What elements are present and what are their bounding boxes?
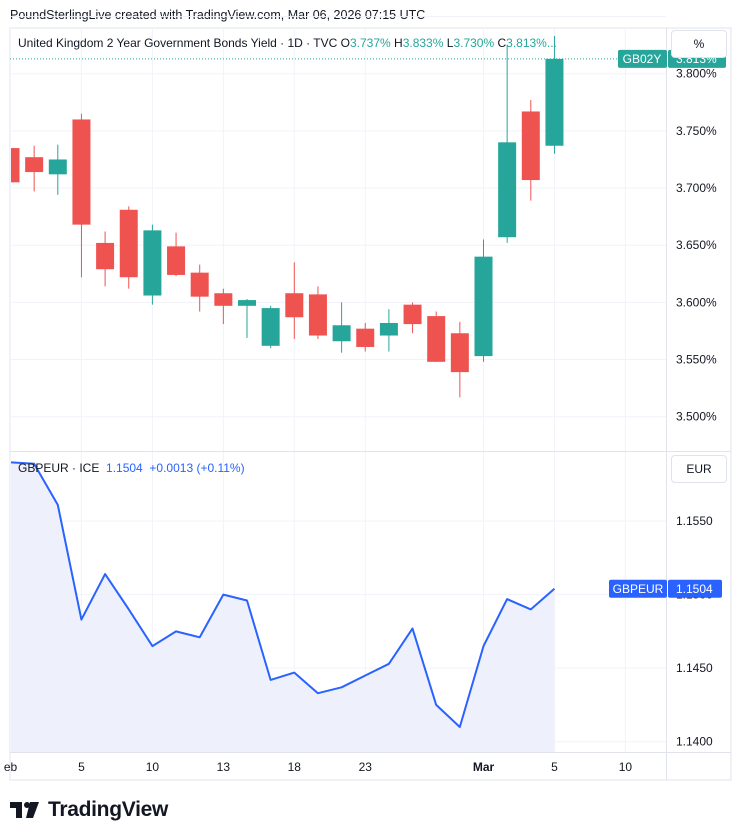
bond-low-label: L (446, 36, 454, 50)
tradingview-logo[interactable]: TradingView (10, 798, 168, 822)
gbpeur-unit-button[interactable]: EUR (671, 455, 727, 483)
candles-group (11, 36, 564, 398)
candle-body (332, 325, 351, 342)
gbpeur-legend-symbol: GBPEUR · ICE (18, 461, 100, 475)
chart-credit-header: PoundSterlingLive created with TradingVi… (10, 8, 426, 22)
bond-last-symbol-badge (618, 49, 667, 68)
candle-body (25, 157, 44, 173)
candle-body (190, 272, 209, 297)
candle-body (356, 328, 375, 347)
y-tick-label-gbpeur: 1.1400 (676, 735, 713, 749)
candle-body (450, 333, 469, 373)
bond-open-label: O (340, 36, 350, 50)
y-tick-label-bond: 3.600% (676, 295, 717, 309)
candle-body (545, 58, 564, 146)
gbpeur-legend-value: 1.1504 (106, 461, 143, 475)
tradingview-logo-icon (10, 802, 39, 818)
bond-open-value: 3.737% (349, 36, 391, 50)
candle-body (521, 111, 540, 181)
y-tick-label-bond: 3.550% (676, 353, 717, 367)
y-tick-label-bond: 3.800% (676, 67, 717, 81)
candle-body (119, 209, 138, 278)
bond-close-label: C (497, 36, 507, 50)
x-tick-label: eb (4, 760, 18, 774)
x-tick-label: 13 (217, 760, 231, 774)
candle-body (474, 256, 493, 357)
bond-high-label: H (394, 36, 403, 50)
bond-close-value: 3.813%... (506, 36, 557, 50)
gbpeur-area-fill (11, 462, 555, 752)
area-group (11, 461, 556, 752)
y-tick-label-bond: 3.700% (676, 181, 717, 195)
gbpeur-legend: GBPEUR · ICE 1.1504 +0.0013 (+0.11%) (18, 461, 245, 475)
x-tick-label: 5 (551, 760, 558, 774)
gbpeur-series-line (11, 461, 556, 728)
tradingview-logo-text: TradingView (48, 798, 169, 821)
y-tick-label-gbpeur: 1.1550 (676, 514, 713, 528)
bond-legend-title: United Kingdom 2 Year Government Bonds Y… (18, 36, 338, 50)
x-tick-label: 10 (146, 760, 160, 774)
candle-body (498, 142, 517, 238)
candle-body (403, 304, 422, 325)
bond-high-value: 3.833% (402, 36, 444, 50)
bond-legend: United Kingdom 2 Year Government Bonds Y… (18, 36, 557, 50)
x-tick-label: 23 (359, 760, 373, 774)
candle-body (261, 308, 280, 346)
y-tick-label-bond: 3.650% (676, 238, 717, 252)
candle-body (308, 294, 327, 336)
x-tick-label: 5 (78, 760, 85, 774)
candle-body (143, 230, 162, 296)
bond-unit-button[interactable]: % (671, 30, 727, 58)
gbpeur-last-symbol-badge (609, 579, 667, 598)
y-tick-label-bond: 3.750% (676, 124, 717, 138)
candle-body (379, 322, 398, 336)
candle-body (11, 148, 20, 183)
bond-last-symbol-text: GB02Y (623, 52, 662, 66)
candle-body (214, 293, 233, 306)
candle-body (72, 119, 91, 225)
candle-body (167, 246, 186, 275)
candle-body (96, 242, 115, 270)
x-tick-label: 10 (619, 760, 633, 774)
bond-low-value: 3.730% (453, 36, 495, 50)
gbpeur-last-value-badge (668, 579, 722, 598)
candle-body (238, 300, 256, 306)
candle-body (48, 159, 67, 175)
gbpeur-last-value-text: 1.1504 (676, 582, 713, 596)
y-tick-label-bond: 3.500% (676, 410, 717, 424)
candle-body (427, 316, 446, 362)
gbpeur-legend-change: +0.0013 (+0.11%) (149, 461, 245, 475)
y-tick-label-gbpeur: 1.1450 (676, 661, 713, 675)
candle-body (285, 293, 304, 318)
y-tick-label-bond: 3.850% (676, 10, 717, 24)
x-tick-label: Mar (473, 760, 495, 774)
gbpeur-last-symbol-text: GBPEUR (613, 582, 664, 596)
x-tick-label: 18 (288, 760, 302, 774)
